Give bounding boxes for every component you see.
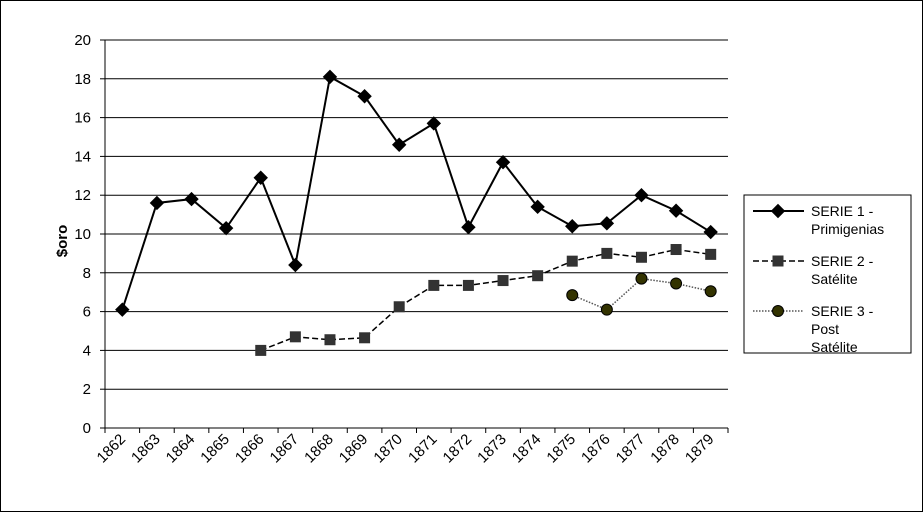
y-tick-label: 8 <box>83 265 91 282</box>
series-group <box>115 69 718 356</box>
series-2-line <box>260 248 711 352</box>
legend-label: Satélite <box>811 271 858 287</box>
grid-lines <box>105 39 728 390</box>
series-2-point <box>462 279 474 291</box>
series-1-point <box>253 170 268 185</box>
series-3-point <box>600 303 613 316</box>
x-tick-labels: 1862186318641865186618671868186918701871… <box>94 431 718 467</box>
y-tick-label: 0 <box>83 420 91 437</box>
legend-item-2: SERIE 2 - Satélite <box>753 253 874 287</box>
y-tick-label: 12 <box>74 187 91 204</box>
y-tick-label: 2 <box>83 381 91 398</box>
x-tick-label: 1868 <box>301 431 337 467</box>
x-tick-label: 1867 <box>267 431 303 467</box>
x-tick-label: 1871 <box>405 431 441 467</box>
series-3-point <box>670 277 683 290</box>
series-3 <box>566 272 717 316</box>
series-2-point <box>532 270 544 282</box>
legend-label: SERIE 3 - <box>811 303 874 319</box>
series-1 <box>115 69 718 317</box>
y-tick-label: 14 <box>74 148 91 165</box>
legend-label: SERIE 2 - <box>811 253 874 269</box>
series-3-point <box>704 285 717 298</box>
x-tick-label: 1874 <box>509 431 545 467</box>
x-tick-label: 1879 <box>682 431 718 467</box>
legend-label: Post <box>811 321 839 337</box>
series-1-point <box>391 137 407 152</box>
series-2-point <box>289 331 301 343</box>
series-2-point <box>324 334 336 346</box>
series-1-point <box>668 203 684 218</box>
series-2-point <box>705 248 717 260</box>
series-2 <box>255 244 717 356</box>
series-1-point <box>184 191 199 207</box>
series-1-point <box>599 216 615 231</box>
x-tick-label: 1866 <box>232 431 268 467</box>
legend-item-1: SERIE 1 - Primigenias <box>753 203 884 237</box>
legend-label: SERIE 1 - <box>811 203 874 219</box>
series-2-point <box>635 251 647 263</box>
x-tick-label: 1862 <box>94 431 130 467</box>
series-2-point <box>428 279 440 291</box>
series-1-point <box>115 302 130 317</box>
series-1-point <box>495 155 511 170</box>
series-1-point <box>426 116 442 131</box>
series-2-point <box>670 244 682 256</box>
legend-item-3: SERIE 3 - Post Satélite <box>753 303 874 355</box>
series-1-point <box>565 219 580 234</box>
series-1-point <box>322 69 338 85</box>
series-2-point <box>255 344 267 356</box>
series-1-point <box>218 220 234 236</box>
legend-marker <box>772 255 784 267</box>
series-3-point <box>566 289 579 302</box>
series-2-point <box>393 301 405 313</box>
series-1-point <box>357 89 372 104</box>
series-1-point <box>530 199 545 215</box>
y-tick-label: 18 <box>74 71 91 88</box>
x-tick-label: 1875 <box>543 431 579 467</box>
x-tick-label: 1872 <box>440 431 476 467</box>
series-1-point <box>634 187 649 203</box>
y-tick-label: 10 <box>74 226 91 243</box>
x-tick-label: 1878 <box>647 431 683 467</box>
legend-box <box>743 194 912 354</box>
y-tick-label: 20 <box>74 32 91 49</box>
x-tick-label: 1863 <box>128 431 164 467</box>
series-3-point <box>635 272 648 285</box>
x-tick-label: 1870 <box>370 431 406 467</box>
y-tick-label: 4 <box>83 342 91 359</box>
series-1-point <box>461 220 476 235</box>
x-tick-label: 1876 <box>578 431 614 467</box>
series-1-point <box>703 224 718 240</box>
series-2-point <box>601 247 613 259</box>
series-2-point <box>566 255 578 267</box>
x-tick-label: 1877 <box>613 431 649 467</box>
y-tick-labels: 0 2 4 6 8 10 12 14 16 18 20 <box>74 32 91 437</box>
series-2-point <box>497 275 509 287</box>
x-tick-label: 1873 <box>474 431 510 467</box>
x-tick-label: 1865 <box>197 431 233 467</box>
y-axis-label: $oro <box>54 225 71 258</box>
legend-marker <box>772 305 784 317</box>
legend-label: Satélite <box>811 339 858 355</box>
y-tick-label: 6 <box>83 304 91 321</box>
legend-label: Primigenias <box>811 221 884 237</box>
series-1-line <box>121 75 712 310</box>
x-tick-label: 1869 <box>336 431 372 467</box>
x-tick-label: 1864 <box>163 431 199 467</box>
legend-marker <box>770 203 786 219</box>
y-tick-label: 16 <box>74 110 91 127</box>
series-1-point <box>149 195 165 211</box>
axes <box>100 39 729 433</box>
series-2-point <box>359 332 371 344</box>
series-1-point <box>288 257 303 273</box>
